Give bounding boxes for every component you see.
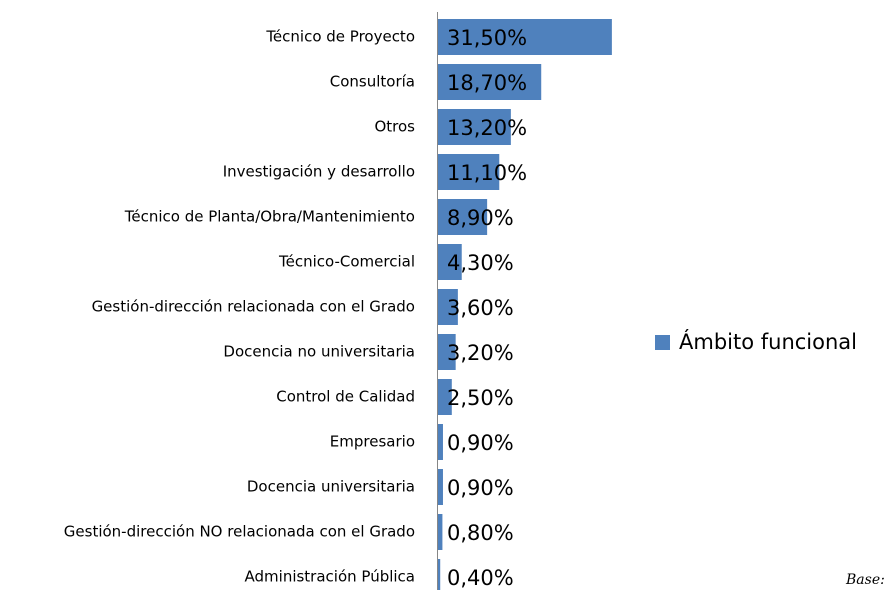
category-label: Docencia universitaria <box>247 478 415 496</box>
bar <box>438 19 612 55</box>
bar <box>438 514 443 550</box>
bar <box>438 334 456 370</box>
value-label: 0,80% <box>447 521 514 545</box>
bar <box>438 199 488 235</box>
footnote: Base: <box>845 572 885 588</box>
bar <box>438 64 542 100</box>
bar <box>438 379 452 415</box>
category-label: Gestión-dirección NO relacionada con el … <box>64 523 415 541</box>
category-label: Consultoría <box>330 73 415 91</box>
value-label: 11,10% <box>447 161 527 185</box>
value-label: 13,20% <box>447 116 527 140</box>
legend-label: Ámbito funcional <box>679 329 857 354</box>
bar <box>438 109 511 145</box>
category-label: Técnico-Comercial <box>278 253 415 271</box>
value-label: 4,30% <box>447 251 514 275</box>
value-label: 2,50% <box>447 386 514 410</box>
category-label: Técnico de Proyecto <box>265 28 415 46</box>
category-label: Control de Calidad <box>276 388 415 406</box>
value-label: 18,70% <box>447 71 527 95</box>
value-label: 0,90% <box>447 431 514 455</box>
value-label: 8,90% <box>447 206 514 230</box>
category-label: Gestión-dirección relacionada con el Gra… <box>92 298 415 316</box>
bar <box>438 469 443 505</box>
bar <box>438 559 441 590</box>
legend-swatch <box>655 335 670 350</box>
bar <box>438 424 443 460</box>
category-label: Empresario <box>330 433 415 451</box>
category-label: Investigación y desarrollo <box>223 163 415 181</box>
value-label: 3,20% <box>447 341 514 365</box>
value-label: 0,40% <box>447 566 514 590</box>
value-label: 31,50% <box>447 26 527 50</box>
bar <box>438 289 458 325</box>
bar <box>438 154 500 190</box>
category-label: Otros <box>374 118 415 136</box>
category-label: Docencia no universitaria <box>223 343 415 361</box>
bar <box>438 244 462 280</box>
value-label: 0,90% <box>447 476 514 500</box>
value-label: 3,60% <box>447 296 514 320</box>
category-label: Técnico de Planta/Obra/Mantenimiento <box>124 208 415 226</box>
category-label: Administración Pública <box>245 568 415 586</box>
